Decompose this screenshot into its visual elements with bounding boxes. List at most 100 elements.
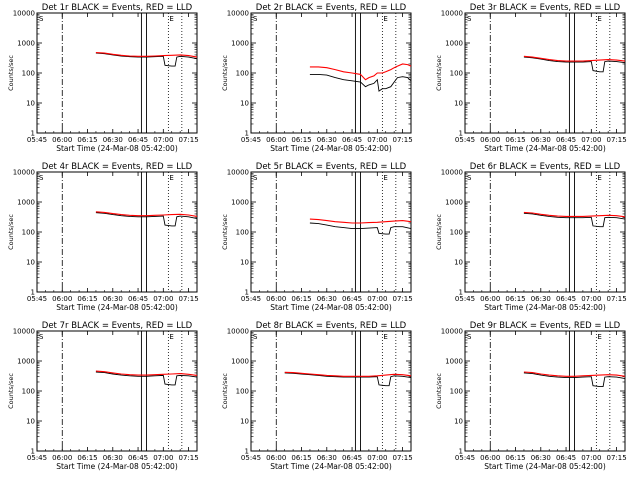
x-tick-label: 06:30	[103, 136, 123, 144]
x-tick-label: 06:00	[480, 295, 500, 303]
panel-title: Det 2r BLACK = Events, RED = LLD	[256, 3, 407, 13]
end-marker: E	[169, 333, 173, 341]
y-axis-label: Counts/sec	[221, 214, 229, 250]
x-tick-label: 07:15	[392, 454, 412, 462]
panel-title: Det 8r BLACK = Events, RED = LLD	[256, 321, 407, 331]
y-tick-label: 100	[236, 388, 249, 396]
x-tick-label: 06:45	[556, 136, 576, 144]
y-tick-label: 10	[26, 259, 35, 267]
plot-frame	[36, 12, 198, 134]
y-tick-label: 1000	[445, 199, 463, 207]
y-tick-label: 1	[245, 289, 249, 297]
x-tick-label: 07:15	[392, 295, 412, 303]
events-series-line	[309, 222, 412, 235]
x-tick-label: 05:45	[27, 295, 47, 303]
x-tick-label: 07:00	[367, 454, 387, 462]
y-tick-label: 10	[454, 259, 463, 267]
x-tick-label: 06:45	[342, 295, 362, 303]
x-axis-label: Start Time (24-Mar-08 05:42:00)	[484, 303, 606, 312]
x-tick-label: 06:45	[342, 136, 362, 144]
lld-series-line	[523, 211, 626, 218]
y-tick-label: 1	[459, 130, 463, 138]
detector-panel-4: Det 4r BLACK = Events, RED = LLD 1 10 100 10…	[7, 162, 199, 312]
y-axis-label: Counts/sec	[435, 373, 443, 409]
lld-series-line	[309, 63, 412, 81]
detector-panel-7: Det 7r BLACK = Events, RED = LLD 1 10 100 10…	[7, 321, 199, 471]
x-axis-label: Start Time (24-Mar-08 05:42:00)	[270, 144, 392, 153]
x-tick-label: 07:00	[367, 295, 387, 303]
x-tick-label: 07:15	[606, 454, 626, 462]
x-tick-label: 06:45	[556, 454, 576, 462]
y-tick-label: 1000	[17, 199, 35, 207]
y-axis-label: Counts/sec	[435, 214, 443, 250]
y-tick-label: 1000	[17, 40, 35, 48]
y-tick-label: 100	[236, 229, 249, 237]
end-marker: E	[383, 174, 387, 182]
x-axis-label: Start Time (24-Mar-08 05:42:00)	[56, 303, 178, 312]
panel-title: Det 4r BLACK = Events, RED = LLD	[42, 162, 193, 172]
y-tick-label: 10	[240, 100, 249, 108]
x-axis-label: Start Time (24-Mar-08 05:42:00)	[270, 462, 392, 471]
detector-panel-5: Det 5r BLACK = Events, RED = LLD 1 10 100 10…	[221, 162, 413, 312]
y-tick-label: 10	[26, 100, 35, 108]
x-tick-label: 05:45	[455, 454, 475, 462]
events-series-line	[95, 52, 198, 67]
x-tick-label: 06:45	[128, 136, 148, 144]
y-tick-label: 10	[454, 418, 463, 426]
x-tick-label: 06:45	[342, 454, 362, 462]
events-series-line	[523, 56, 626, 73]
x-tick-label: 06:45	[128, 454, 148, 462]
panel-title: Det 3r BLACK = Events, RED = LLD	[470, 3, 621, 13]
end-marker: E	[597, 333, 601, 341]
y-tick-label: 100	[22, 388, 35, 396]
y-tick-label: 10000	[13, 10, 35, 18]
x-tick-label: 07:00	[153, 136, 173, 144]
x-tick-label: 05:45	[455, 295, 475, 303]
y-tick-label: 1000	[17, 358, 35, 366]
x-tick-label: 06:00	[480, 136, 500, 144]
lld-series-line	[95, 370, 198, 376]
end-marker: E	[169, 174, 173, 182]
y-tick-label: 1	[459, 289, 463, 297]
end-marker: E	[169, 15, 173, 23]
plot-frame	[464, 171, 626, 293]
start-marker: S	[467, 333, 472, 341]
x-tick-label: 06:00	[266, 295, 286, 303]
x-axis-label: Start Time (24-Mar-08 05:42:00)	[56, 144, 178, 153]
x-tick-label: 05:45	[455, 136, 475, 144]
y-tick-label: 10000	[227, 10, 249, 18]
y-tick-label: 100	[450, 70, 463, 78]
x-tick-label: 06:15	[291, 136, 311, 144]
x-tick-label: 06:00	[52, 295, 72, 303]
plot-frame	[464, 12, 626, 134]
y-axis-label: Counts/sec	[221, 373, 229, 409]
plot-frame	[250, 171, 412, 293]
detector-panel-8: Det 8r BLACK = Events, RED = LLD 1 10 100 10…	[221, 321, 413, 471]
x-tick-label: 07:15	[178, 454, 198, 462]
x-tick-label: 06:30	[317, 295, 337, 303]
detector-panel-2: Det 2r BLACK = Events, RED = LLD 1 10 100 10…	[221, 3, 413, 153]
x-tick-label: 06:15	[77, 454, 97, 462]
y-axis-label: Counts/sec	[7, 55, 15, 91]
x-tick-label: 05:45	[27, 454, 47, 462]
plot-frame	[36, 330, 198, 452]
lld-series-line	[523, 371, 626, 377]
x-axis-label: Start Time (24-Mar-08 05:42:00)	[484, 462, 606, 471]
y-tick-label: 1	[459, 448, 463, 456]
x-tick-label: 07:15	[606, 295, 626, 303]
y-tick-label: 1	[31, 289, 35, 297]
x-tick-label: 07:00	[581, 295, 601, 303]
x-tick-label: 06:15	[505, 136, 525, 144]
x-tick-label: 06:15	[291, 295, 311, 303]
x-tick-label: 06:30	[103, 295, 123, 303]
y-tick-label: 1	[31, 130, 35, 138]
x-tick-label: 07:00	[153, 454, 173, 462]
events-series-line	[95, 212, 198, 227]
x-axis-label: Start Time (24-Mar-08 05:42:00)	[484, 144, 606, 153]
x-tick-label: 06:30	[531, 295, 551, 303]
detector-panel-6: Det 6r BLACK = Events, RED = LLD 1 10 100 10…	[435, 162, 627, 312]
detector-panel-3: Det 3r BLACK = Events, RED = LLD 1 10 100 10…	[435, 3, 627, 153]
x-tick-label: 07:00	[367, 136, 387, 144]
plot-frame	[250, 330, 412, 452]
